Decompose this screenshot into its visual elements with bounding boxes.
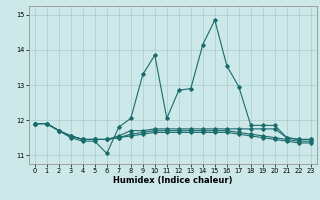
X-axis label: Humidex (Indice chaleur): Humidex (Indice chaleur) <box>113 176 233 185</box>
